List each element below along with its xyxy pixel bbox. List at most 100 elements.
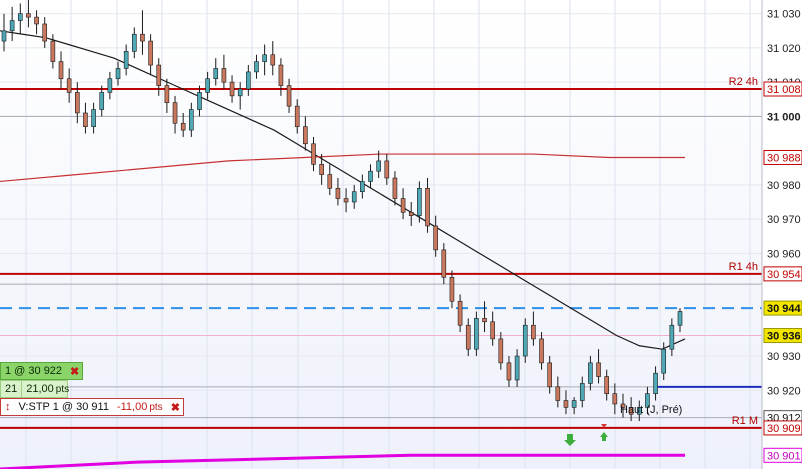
candle-body (457, 300, 463, 326)
candle-body (148, 40, 153, 66)
price-tag-box (763, 300, 802, 316)
stop-order-pnl: -11,00 pts (113, 399, 167, 415)
candle-body (620, 403, 626, 408)
candle-body (213, 68, 219, 80)
candle-body (115, 68, 121, 80)
moving-average-pink (0, 453, 685, 471)
price-axis-tick-label: 31 020 (767, 43, 801, 55)
candle-body (506, 362, 512, 381)
candle-body (1, 30, 7, 42)
candle-body (661, 348, 667, 374)
candle-body (229, 81, 235, 97)
price-axis-tick-label: 30 980 (767, 180, 801, 192)
price-tag-box (763, 420, 802, 436)
candle-body (612, 393, 618, 405)
candle-body (547, 362, 552, 388)
candle-body (303, 126, 308, 145)
candle-body (596, 362, 601, 377)
pivot-annotation: Haut (J, Pré) (620, 404, 682, 416)
candle-body (172, 102, 178, 124)
candle-body (9, 20, 15, 32)
position-pnl: 21,00 pts (21, 381, 73, 397)
price-tag-box (763, 81, 802, 97)
candle-body (17, 13, 23, 21)
candle-body (246, 71, 251, 90)
stop-order-label: V:STP 1 @ 30 911 (18, 401, 109, 413)
price-tag-label: 31 008 (767, 84, 801, 96)
price-axis-tick-label: 31 000 (767, 111, 801, 123)
candle-body (205, 78, 210, 93)
position-pnl-widget: 21 21,00 pts (0, 380, 69, 398)
candle-body (286, 85, 292, 107)
candle-body (392, 177, 398, 199)
candle-body (254, 61, 259, 73)
candle-body (343, 198, 349, 203)
candle-body (425, 187, 430, 227)
candle-body (180, 122, 186, 131)
candle-body (99, 92, 105, 110)
sell-arrow-icon (601, 424, 607, 428)
candle-body (482, 318, 487, 323)
candle-body (408, 211, 414, 216)
candle-body (270, 54, 276, 66)
candle-body (417, 187, 422, 216)
price-tag-label: 30 944 (767, 303, 802, 315)
price-axis-tick-label: 30 970 (767, 214, 801, 226)
price-axis-tick-label: 31 030 (767, 9, 801, 21)
pivot-level-label: R1 4h (729, 261, 758, 273)
candle-body (653, 372, 658, 394)
candle-body (66, 78, 72, 93)
limit-order-widget[interactable]: 1 @ 30 922 ✖ (0, 362, 83, 380)
stop-order-pnl-value: -11,00 (116, 401, 148, 413)
candle-body (563, 400, 569, 408)
candle-body (498, 338, 504, 364)
candle-body (311, 143, 316, 165)
candle-body (384, 160, 390, 179)
candle-body (42, 23, 48, 42)
limit-order-close-icon[interactable]: ✖ (70, 365, 80, 378)
price-tag-label: 30 901 (767, 450, 801, 462)
candle-body (555, 386, 561, 401)
position-qty: 21 (5, 383, 18, 395)
candle-body (645, 393, 650, 408)
price-tag-box (763, 327, 802, 343)
candle-body (531, 324, 536, 340)
candle-body (319, 164, 324, 175)
price-tag-box (763, 266, 802, 282)
stop-order-drag-icon[interactable]: ↕ (5, 401, 11, 413)
candle-body (628, 407, 634, 415)
candle-body (335, 187, 341, 199)
candle-body (197, 92, 202, 110)
candle-body (360, 181, 365, 193)
candle-body (636, 407, 642, 415)
candle-body (465, 324, 471, 350)
candle-body (376, 160, 381, 172)
candle-body (58, 61, 64, 80)
candle-body (604, 376, 609, 394)
price-axis-background (762, 0, 802, 469)
price-tag-label: 30 909 (767, 423, 801, 435)
candle-body (156, 64, 162, 86)
candle-body (588, 362, 593, 384)
candle-body (327, 174, 333, 189)
candle-body (368, 170, 373, 182)
stop-order-widget[interactable]: ↕ V:STP 1 @ 30 911 -11,00 pts ✖ (0, 398, 184, 416)
candle-body (91, 109, 96, 127)
candle-body (189, 109, 194, 131)
candle-body (400, 198, 406, 213)
candle-body (164, 85, 170, 104)
limit-order-label: 1 @ 30 922 (5, 365, 63, 377)
candle-body (579, 383, 585, 401)
candle-body (669, 324, 675, 350)
position-pnl-unit: pts (55, 383, 70, 395)
candle-body (677, 311, 683, 326)
candle-body (490, 321, 495, 340)
plot-background (0, 0, 762, 469)
candle-body (441, 249, 447, 278)
stop-order-close-icon[interactable]: ✖ (170, 401, 180, 414)
pivot-level-label: R1 M (732, 415, 758, 427)
candle-body (221, 68, 227, 83)
candle-body (83, 112, 88, 127)
